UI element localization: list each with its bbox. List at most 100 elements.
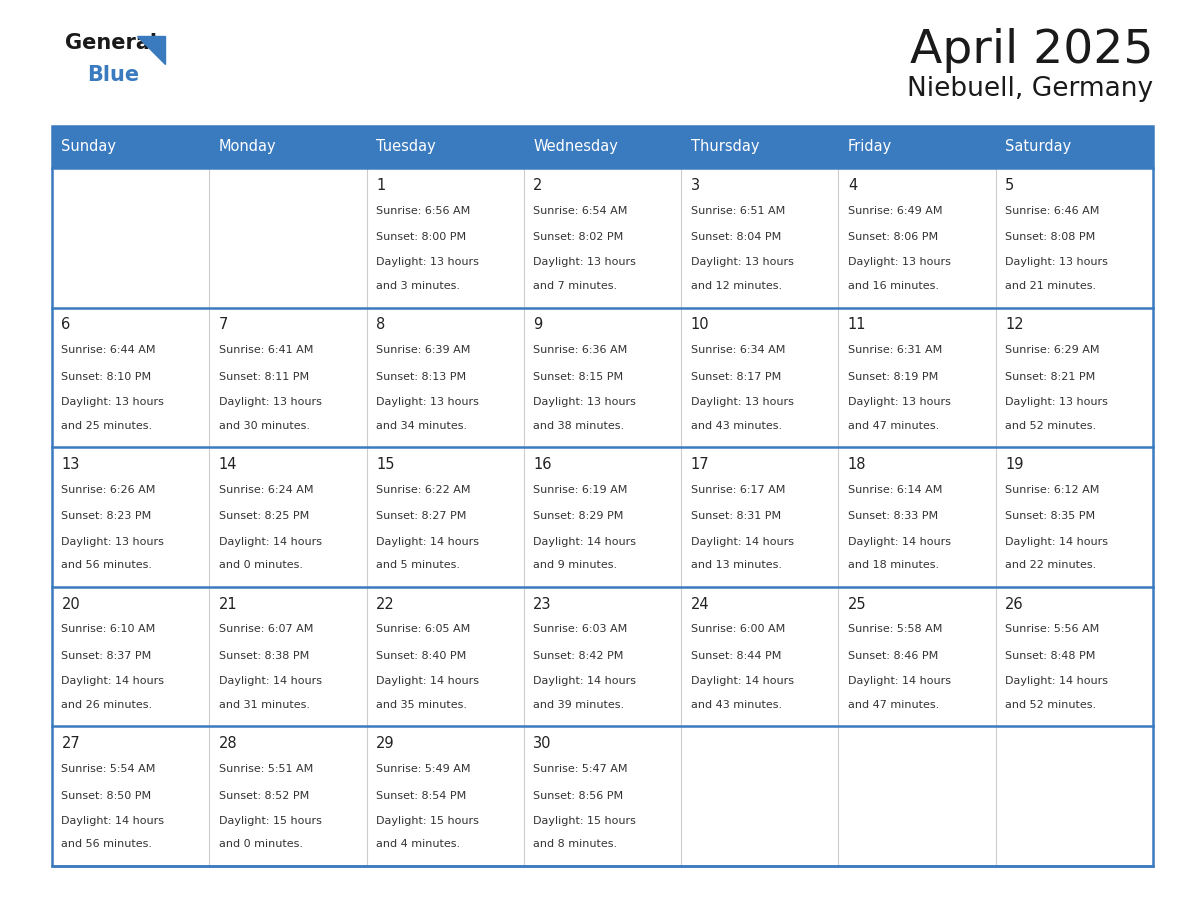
Text: Sunset: 8:29 PM: Sunset: 8:29 PM	[533, 511, 624, 521]
Bar	[52, 126, 1154, 866]
Text: 19: 19	[1005, 457, 1024, 472]
Text: 30: 30	[533, 736, 551, 751]
Text: Daylight: 15 hours: Daylight: 15 hours	[219, 816, 322, 826]
Text: Sunrise: 6:19 AM: Sunrise: 6:19 AM	[533, 485, 627, 495]
Text: Daylight: 13 hours: Daylight: 13 hours	[848, 397, 950, 407]
Text: Daylight: 14 hours: Daylight: 14 hours	[377, 677, 479, 686]
Bar	[367, 308, 524, 447]
Text: Blue: Blue	[87, 65, 139, 85]
Bar	[209, 168, 367, 308]
Bar	[367, 168, 524, 308]
Text: 23: 23	[533, 597, 551, 611]
Text: Sunrise: 5:54 AM: Sunrise: 5:54 AM	[62, 764, 156, 774]
Text: Sunrise: 6:22 AM: Sunrise: 6:22 AM	[377, 485, 470, 495]
Text: Sunset: 8:08 PM: Sunset: 8:08 PM	[1005, 232, 1095, 242]
Text: Sunset: 8:23 PM: Sunset: 8:23 PM	[62, 511, 152, 521]
Text: Sunset: 8:56 PM: Sunset: 8:56 PM	[533, 790, 624, 800]
Text: Daylight: 14 hours: Daylight: 14 hours	[219, 536, 322, 546]
Bar	[839, 587, 996, 726]
Text: Daylight: 13 hours: Daylight: 13 hours	[533, 397, 636, 407]
Text: Daylight: 14 hours: Daylight: 14 hours	[1005, 677, 1108, 686]
Bar	[367, 447, 524, 587]
Text: Sunrise: 6:36 AM: Sunrise: 6:36 AM	[533, 345, 627, 355]
Text: Sunset: 8:37 PM: Sunset: 8:37 PM	[62, 651, 152, 661]
Text: Daylight: 13 hours: Daylight: 13 hours	[690, 397, 794, 407]
Text: Sunrise: 6:46 AM: Sunrise: 6:46 AM	[1005, 206, 1100, 216]
Text: Sunrise: 5:47 AM: Sunrise: 5:47 AM	[533, 764, 627, 774]
Text: Sunset: 8:10 PM: Sunset: 8:10 PM	[62, 372, 152, 382]
Text: 27: 27	[62, 736, 80, 751]
Text: Sunrise: 6:26 AM: Sunrise: 6:26 AM	[62, 485, 156, 495]
Text: 15: 15	[377, 457, 394, 472]
Text: Sunday: Sunday	[62, 140, 116, 154]
Polygon shape	[137, 36, 165, 64]
Text: Sunset: 8:31 PM: Sunset: 8:31 PM	[690, 511, 781, 521]
Text: 21: 21	[219, 597, 238, 611]
Text: 10: 10	[690, 318, 709, 332]
Text: General: General	[65, 33, 157, 53]
Text: Sunrise: 6:07 AM: Sunrise: 6:07 AM	[219, 624, 314, 634]
Text: Daylight: 14 hours: Daylight: 14 hours	[690, 677, 794, 686]
Bar	[524, 447, 681, 587]
Text: Tuesday: Tuesday	[377, 140, 436, 154]
Text: and 5 minutes.: and 5 minutes.	[377, 560, 460, 570]
Text: 3: 3	[690, 178, 700, 193]
Text: Sunset: 8:54 PM: Sunset: 8:54 PM	[377, 790, 466, 800]
Text: and 31 minutes.: and 31 minutes.	[219, 700, 310, 710]
Text: Sunrise: 6:54 AM: Sunrise: 6:54 AM	[533, 206, 627, 216]
Bar	[996, 587, 1154, 726]
Bar	[996, 308, 1154, 447]
Text: 6: 6	[62, 318, 71, 332]
Text: Sunrise: 6:56 AM: Sunrise: 6:56 AM	[377, 206, 470, 216]
Text: Daylight: 13 hours: Daylight: 13 hours	[1005, 257, 1108, 267]
Text: Thursday: Thursday	[690, 140, 759, 154]
Text: and 35 minutes.: and 35 minutes.	[377, 700, 467, 710]
Text: Sunrise: 6:05 AM: Sunrise: 6:05 AM	[377, 624, 470, 634]
Text: Sunset: 8:27 PM: Sunset: 8:27 PM	[377, 511, 467, 521]
Bar	[52, 587, 209, 726]
Text: 18: 18	[848, 457, 866, 472]
Text: 14: 14	[219, 457, 238, 472]
Text: Daylight: 14 hours: Daylight: 14 hours	[848, 536, 950, 546]
Text: and 0 minutes.: and 0 minutes.	[219, 560, 303, 570]
Text: and 38 minutes.: and 38 minutes.	[533, 420, 625, 431]
Text: and 9 minutes.: and 9 minutes.	[533, 560, 618, 570]
Text: 1: 1	[377, 178, 385, 193]
Text: Sunset: 8:13 PM: Sunset: 8:13 PM	[377, 372, 466, 382]
Bar	[524, 587, 681, 726]
Text: Wednesday: Wednesday	[533, 140, 618, 154]
Text: and 0 minutes.: and 0 minutes.	[219, 839, 303, 849]
Text: and 7 minutes.: and 7 minutes.	[533, 281, 618, 291]
Text: and 47 minutes.: and 47 minutes.	[848, 420, 940, 431]
Text: Daylight: 14 hours: Daylight: 14 hours	[1005, 536, 1108, 546]
Text: and 56 minutes.: and 56 minutes.	[62, 560, 152, 570]
Text: Sunrise: 6:03 AM: Sunrise: 6:03 AM	[533, 624, 627, 634]
Text: Sunrise: 6:49 AM: Sunrise: 6:49 AM	[848, 206, 942, 216]
Text: Sunset: 8:02 PM: Sunset: 8:02 PM	[533, 232, 624, 242]
Text: and 34 minutes.: and 34 minutes.	[377, 420, 467, 431]
Text: 12: 12	[1005, 318, 1024, 332]
Text: Daylight: 13 hours: Daylight: 13 hours	[219, 397, 322, 407]
Text: and 22 minutes.: and 22 minutes.	[1005, 560, 1097, 570]
Text: and 43 minutes.: and 43 minutes.	[690, 700, 782, 710]
Text: 28: 28	[219, 736, 238, 751]
Text: Daylight: 14 hours: Daylight: 14 hours	[533, 536, 637, 546]
Bar	[681, 308, 839, 447]
Bar	[839, 447, 996, 587]
Text: Sunrise: 6:00 AM: Sunrise: 6:00 AM	[690, 624, 785, 634]
Text: 13: 13	[62, 457, 80, 472]
Text: Sunrise: 5:51 AM: Sunrise: 5:51 AM	[219, 764, 312, 774]
Text: 22: 22	[377, 597, 394, 611]
Text: Daylight: 14 hours: Daylight: 14 hours	[690, 536, 794, 546]
Text: and 12 minutes.: and 12 minutes.	[690, 281, 782, 291]
Text: 7: 7	[219, 318, 228, 332]
Text: Sunset: 8:50 PM: Sunset: 8:50 PM	[62, 790, 152, 800]
Text: Sunset: 8:15 PM: Sunset: 8:15 PM	[533, 372, 624, 382]
Text: and 21 minutes.: and 21 minutes.	[1005, 281, 1097, 291]
Text: 29: 29	[377, 736, 394, 751]
Text: Sunset: 8:33 PM: Sunset: 8:33 PM	[848, 511, 939, 521]
Text: Daylight: 13 hours: Daylight: 13 hours	[62, 536, 164, 546]
Text: Sunset: 8:42 PM: Sunset: 8:42 PM	[533, 651, 624, 661]
Bar	[209, 587, 367, 726]
Text: 17: 17	[690, 457, 709, 472]
